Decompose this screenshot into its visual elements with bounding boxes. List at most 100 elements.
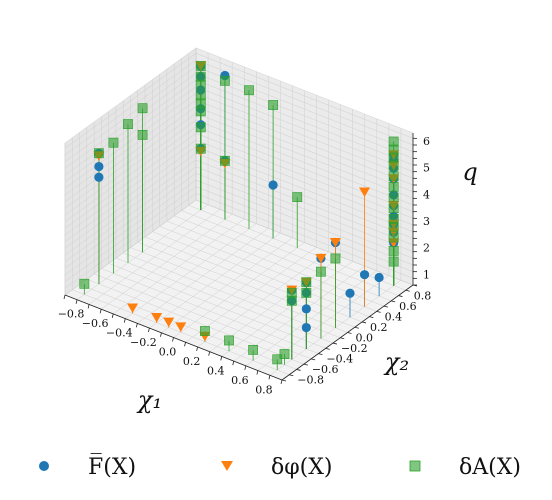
floor-grid-y [181,210,399,296]
x-minor-tick [232,361,235,366]
x-tick-label: −0.2 [130,336,157,349]
y-minor-tick [340,337,345,340]
y-minor-tick [318,353,323,355]
x-tick-label: 0.6 [231,374,249,387]
y-tick-label: 0.6 [399,300,417,313]
left-grid-z [64,153,197,249]
point-delta-a [388,181,399,192]
point-delta-a [301,277,312,288]
left-grid-z [64,53,197,149]
back-grid-z [195,153,414,239]
x-tick-label: 0.0 [159,346,177,359]
y-tick-label: −0.2 [341,342,368,355]
left-grid-z [64,119,197,216]
point-delta-a [195,106,206,117]
y-tick-label: −0.6 [312,363,339,376]
x-minor-tick [184,342,186,347]
point-delta-phi [315,253,327,264]
x-minor-tick [123,318,126,323]
x-tick-label: 0.2 [183,355,201,368]
back-grid-z [195,173,414,259]
left-grid-z [64,93,197,189]
point-f-bar [345,288,355,298]
point-delta-a [219,155,230,166]
y-minor-tick [347,332,352,334]
back-grid-z [195,113,414,199]
point-delta-a [79,278,90,289]
back-grid-z [195,106,414,192]
x-minor-tick [268,375,271,380]
z-tick-label: 6 [423,135,430,148]
point-delta-a [248,344,259,355]
point-delta-phi [359,187,371,197]
y-minor-tick [398,295,403,297]
point-delta-a [272,354,283,365]
y-minor-tick [383,305,388,308]
legend-label-delta-phi: δφ(X) [271,455,332,480]
point-delta-a [279,349,290,359]
left-grid-z [64,186,197,282]
legend-square-marker [409,460,421,472]
back-grid-z [195,179,414,266]
point-f-bar [94,172,104,182]
back-grid-z [195,139,414,226]
x-minor-tick [87,304,90,309]
point-delta-a [388,171,399,182]
legend: F̅(X) δφ(X) δA(X) [39,453,521,480]
x-tick-label: −0.4 [106,327,133,340]
y-minor-tick [281,379,287,382]
x-tick-label: −0.8 [58,308,85,321]
point-delta-a [388,192,399,203]
tick-label-group: −0.8−0.6−0.4−0.20.00.20.40.60.8−0.8−0.6−… [58,135,432,396]
left-grid-z [64,139,197,236]
left-grid-z [64,86,197,182]
z-tick-label: 2 [423,242,430,255]
point-delta-phi [127,303,139,313]
x-tick-label: 0.4 [207,364,225,377]
y-minor-tick [361,321,367,324]
point-delta-a [301,287,312,298]
back-grid-z [195,126,414,212]
x-minor-tick [160,332,162,337]
point-delta-a [388,160,399,171]
point-delta-phi [163,317,175,328]
y-minor-tick [289,374,294,377]
y-minor-tick [369,316,374,319]
x-tick-label: −0.6 [82,317,109,330]
legend-circle-marker [39,461,49,471]
point-delta-a [93,148,104,159]
left-grid-z [64,99,197,196]
back-grid-z [195,186,414,272]
point-delta-a [315,266,326,277]
back-grid-z [195,79,414,166]
point-delta-a [199,326,210,336]
x-minor-tick [244,365,247,370]
legend-entry-delta-a: δA(X) [409,455,521,480]
point-delta-phi [329,237,341,248]
y-tick-label: 0.8 [414,289,432,302]
left-grid-z [64,66,197,162]
back-grid-z [195,166,414,252]
point-f-bar [359,270,370,280]
back-grid-z [195,53,414,139]
back-grid-z [195,99,414,186]
point-delta-a [195,61,206,71]
back-grid-z [195,199,414,286]
left-grid-z [64,133,197,229]
x-minor-tick [99,309,102,314]
point-delta-a [195,79,206,90]
left-grid-z [64,113,197,209]
y-minor-tick [332,342,338,345]
z-tick-label: 5 [423,162,430,175]
point-delta-a [137,103,148,114]
left-grid-z [64,59,197,156]
point-delta-a [244,85,254,96]
point-delta-phi [175,322,187,332]
point-f-bar [374,272,384,283]
back-grid-z [195,119,414,206]
y-minor-tick [354,326,359,329]
x-minor-tick [63,294,66,300]
x-minor-tick [208,351,211,356]
point-delta-a [286,295,297,306]
